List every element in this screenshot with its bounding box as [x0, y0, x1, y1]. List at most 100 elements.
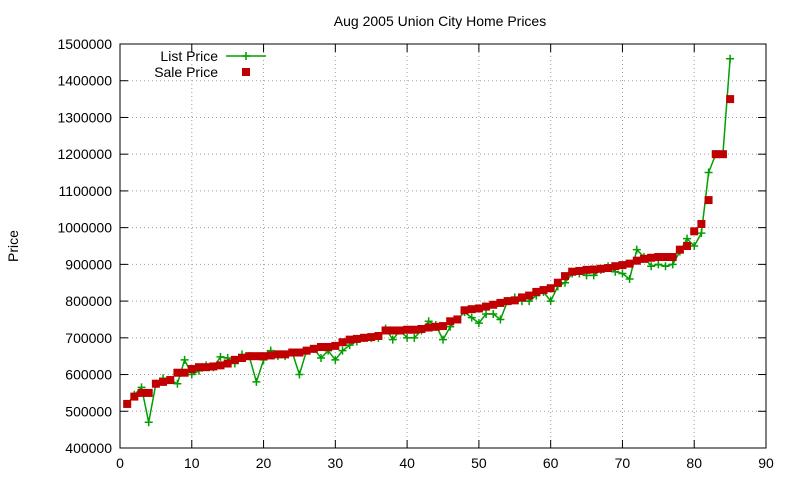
list-price-point: [295, 370, 304, 379]
list-price-point: [216, 352, 225, 361]
list-price-point: [403, 333, 412, 342]
sale-price-point: [324, 343, 333, 351]
sale-price-point: [216, 361, 225, 370]
list-price-point: [338, 346, 347, 355]
sale-price-point: [525, 291, 534, 300]
x-tick-label: 10: [184, 455, 200, 471]
x-tick-label: 0: [116, 455, 124, 471]
sale-price-point: [718, 150, 727, 159]
sale-price-point: [661, 253, 670, 262]
y-tick-label: 500000: [65, 403, 112, 419]
y-tick-label: 700000: [65, 330, 112, 346]
sale-price-point: [668, 253, 677, 262]
list-price-point: [144, 418, 153, 427]
list-price-point: [331, 355, 340, 364]
y-tick-label: 400000: [65, 440, 112, 456]
x-tick-label: 30: [328, 455, 344, 471]
sale-price-point: [273, 350, 282, 359]
sale-price-point: [202, 363, 211, 372]
sale-price-point: [223, 359, 232, 368]
list-price-point: [632, 245, 641, 254]
legend-point-sample: [242, 68, 250, 76]
sale-price-point: [690, 227, 699, 236]
list-price-point: [690, 242, 699, 250]
list-price-point: [683, 234, 692, 243]
sale-price-point: [159, 377, 168, 386]
sale-price-point: [625, 259, 634, 268]
sale-price-point: [532, 287, 541, 296]
sale-price-point: [395, 326, 404, 335]
sale-price-point: [582, 265, 591, 274]
plot-frame: [119, 43, 767, 449]
sale-price-point: [546, 284, 555, 293]
sale-price-point: [417, 325, 426, 334]
sale-price-point: [596, 264, 605, 273]
sale-price-point: [187, 365, 196, 374]
sale-price-point: [639, 254, 648, 263]
sale-price-point: [137, 388, 146, 397]
list-price-point: [704, 168, 713, 177]
sale-price-point: [568, 267, 577, 276]
sale-price-point: [352, 334, 361, 343]
sale-price-point: [266, 351, 275, 360]
sale-price-point: [173, 368, 182, 377]
y-tick-label: 1200000: [57, 146, 112, 162]
list-price-point: [482, 309, 491, 318]
list-price-point: [489, 309, 498, 318]
sale-price-point: [130, 392, 139, 401]
list-price-point: [668, 260, 677, 269]
sale-price-point: [704, 196, 713, 205]
sale-price-point: [309, 344, 318, 353]
list-price-point: [439, 335, 447, 344]
list-price-point: [474, 319, 483, 328]
sale-price-point: [381, 326, 390, 335]
list-price-point: [173, 379, 182, 388]
y-axis-label: Price: [5, 230, 21, 262]
sale-price-point: [604, 264, 613, 273]
sale-price-point: [238, 354, 247, 363]
sale-price-point: [252, 352, 261, 361]
sale-price-point: [618, 261, 627, 270]
series-sale-price: [123, 95, 735, 408]
sale-price-point: [166, 376, 175, 385]
sale-price-point: [697, 219, 706, 228]
y-tick-label: 900000: [65, 256, 112, 272]
sale-price-point: [388, 326, 397, 335]
y-tick-label: 1300000: [57, 109, 112, 125]
sale-price-point: [611, 262, 620, 271]
x-tick-label: 50: [471, 455, 487, 471]
sale-price-point: [467, 305, 476, 314]
y-tick-label: 1400000: [57, 73, 112, 89]
sale-price-point: [374, 331, 383, 340]
sale-price-point: [561, 272, 570, 281]
sale-price-point: [489, 300, 498, 309]
y-tick-label: 1100000: [59, 183, 113, 199]
sale-price-point: [331, 341, 340, 350]
sale-price-point: [446, 317, 455, 326]
sale-price-point: [345, 335, 354, 344]
sale-price-point: [503, 297, 512, 306]
sale-price-point: [431, 322, 440, 331]
sale-price-point: [245, 352, 254, 361]
sale-price-point: [144, 388, 153, 397]
list-price-point: [647, 262, 656, 271]
sale-price-point: [302, 346, 311, 355]
sale-price-point: [281, 350, 290, 359]
y-tick-label: 600000: [65, 367, 112, 383]
sale-price-point: [453, 315, 462, 324]
series: [123, 54, 735, 427]
sale-price-point: [632, 256, 641, 265]
sale-price-point: [589, 265, 598, 274]
sale-price-point: [230, 355, 239, 364]
sale-price-point: [496, 298, 505, 307]
sale-price-point: [410, 325, 419, 334]
sale-price-point: [460, 306, 469, 315]
list-price-point: [661, 262, 670, 271]
sale-price-point: [180, 368, 189, 377]
sale-price-point: [654, 253, 663, 262]
list-price-point: [496, 315, 505, 324]
sale-price-point: [439, 322, 447, 331]
list-price-point: [180, 355, 189, 364]
